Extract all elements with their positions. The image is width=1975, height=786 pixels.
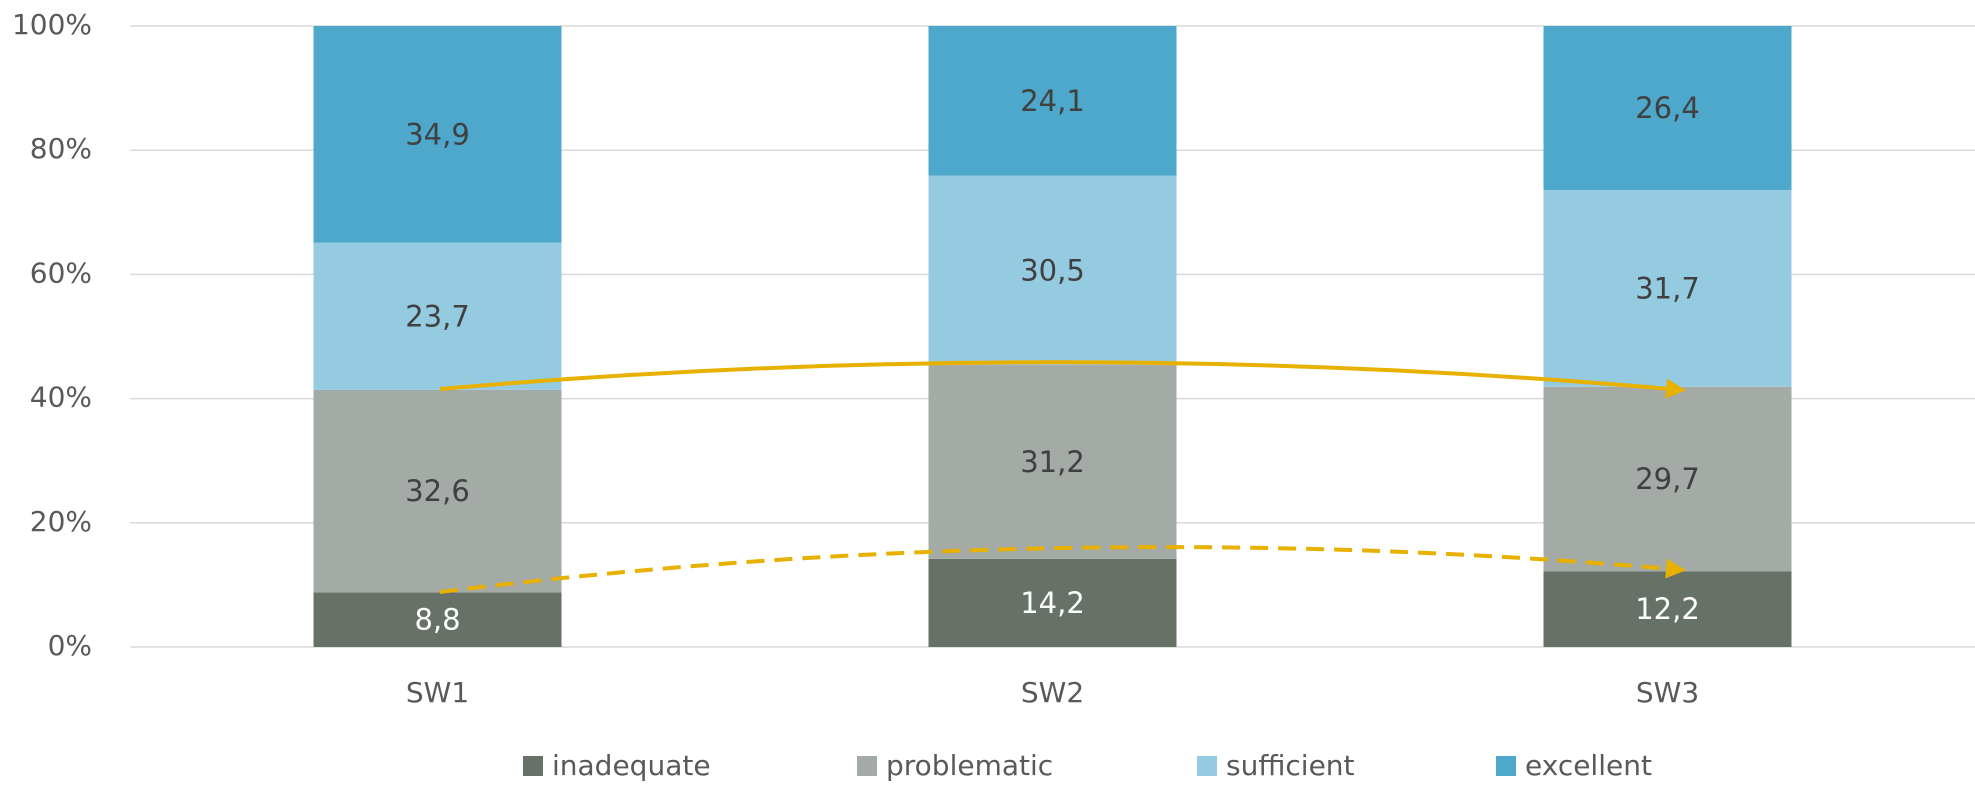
bar-segment bbox=[1543, 571, 1792, 647]
y-tick-label: 80% bbox=[30, 132, 92, 165]
legend-swatch bbox=[1197, 756, 1217, 776]
bar-segment bbox=[313, 389, 562, 593]
data-label: 29,7 bbox=[1635, 462, 1700, 496]
data-label: 31,2 bbox=[1020, 445, 1085, 479]
bars bbox=[313, 26, 1792, 647]
legend-swatch bbox=[523, 756, 543, 776]
y-tick-label: 40% bbox=[30, 381, 92, 414]
y-tick-label: 20% bbox=[30, 505, 92, 538]
bar-segment bbox=[928, 175, 1177, 366]
data-label: 12,2 bbox=[1635, 592, 1700, 626]
y-tick-label: 100% bbox=[12, 8, 92, 41]
legend-label: inadequate bbox=[552, 749, 711, 782]
trend-arrow-dashed bbox=[439, 545, 1686, 594]
data-label: 31,7 bbox=[1635, 271, 1700, 305]
bar-segment bbox=[928, 26, 1177, 176]
data-label: 23,7 bbox=[405, 299, 470, 333]
legend-swatch bbox=[1496, 756, 1516, 776]
data-label: 8,8 bbox=[414, 603, 460, 637]
data-label: 32,6 bbox=[405, 474, 470, 508]
legend-label: sufficient bbox=[1226, 749, 1355, 782]
data-label: 30,5 bbox=[1020, 253, 1085, 287]
bar-segment bbox=[1543, 189, 1792, 387]
bar-segment bbox=[928, 365, 1177, 559]
bar-segment bbox=[1543, 26, 1792, 190]
legend-swatch bbox=[857, 756, 877, 776]
labels: 0% 20% 40% 60% 80% 100% SW1 8,8 32,6 23,7 34,9 SW2 1… bbox=[12, 8, 1700, 782]
bar-segment bbox=[928, 558, 1177, 647]
x-tick-label: SW2 bbox=[1021, 676, 1084, 709]
bar-segment bbox=[313, 592, 562, 647]
legend-label: excellent bbox=[1525, 749, 1652, 782]
y-tick-label: 0% bbox=[48, 629, 92, 662]
bar-segment bbox=[313, 26, 562, 243]
trend-arrow bbox=[439, 360, 1686, 399]
x-tick-label: SW3 bbox=[1636, 676, 1699, 709]
x-tick-label: SW1 bbox=[406, 676, 469, 709]
y-tick-label: 60% bbox=[30, 256, 92, 289]
data-label: 34,9 bbox=[405, 117, 470, 151]
legend-label: problematic bbox=[886, 749, 1053, 782]
data-label: 14,2 bbox=[1020, 586, 1085, 620]
bar-segment bbox=[313, 242, 562, 390]
data-label: 24,1 bbox=[1020, 84, 1085, 118]
data-label: 26,4 bbox=[1635, 91, 1700, 125]
bar-segment bbox=[1543, 386, 1792, 572]
